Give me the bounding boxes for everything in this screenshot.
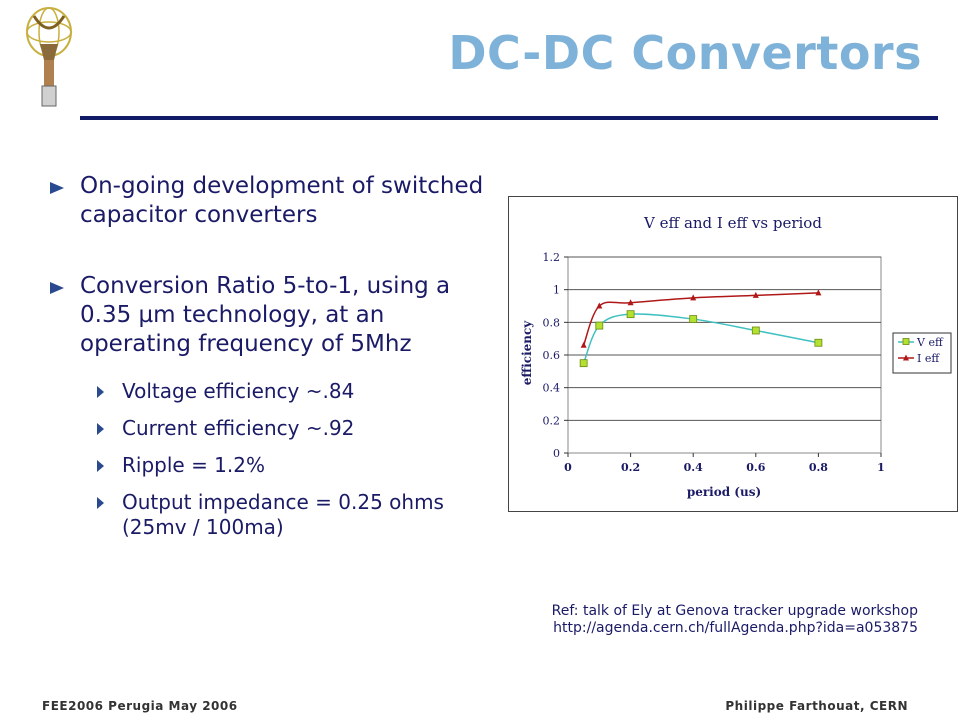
legend-marker	[903, 354, 909, 361]
data-point	[596, 302, 603, 309]
reference-link[interactable]: http://agenda.cern.ch/fullAgenda.php?ida…	[553, 620, 918, 636]
data-point	[595, 321, 604, 330]
bullet-text: Conversion Ratio 5-to-1, using a 0.35 µm…	[80, 273, 451, 357]
x-tick-label: 0.4	[684, 461, 703, 474]
bullet-list: On-going development of switched capacit…	[44, 172, 484, 552]
y-axis-label: efficiency	[520, 320, 534, 386]
legend-marker	[902, 338, 910, 345]
bullet-arrow-icon	[50, 282, 64, 294]
x-tick-label: 1	[877, 461, 885, 474]
sub-bullet-arrow-icon	[97, 423, 104, 435]
chart-frame: V eff and I eff vs period 0 0.2 0.4 0.6 0.8 1…	[508, 196, 958, 512]
sub-bullet-list: Voltage efficiency ~.84 Current efficien…	[44, 379, 484, 540]
sub-bullet-text: Voltage efficiency ~.84	[122, 379, 355, 403]
data-point	[689, 315, 698, 323]
tick-layer: 0 0.2 0.4 0.6 0.8 1 1.2 0 0.2 0.4 0.6 0.8 1	[543, 251, 885, 474]
x-tick-label: 0.6	[746, 461, 765, 474]
data-point	[626, 310, 635, 319]
data-point	[815, 289, 822, 296]
grid-layer	[568, 256, 881, 421]
title-rule	[80, 116, 938, 120]
chart-legend: V eff I eff	[892, 332, 952, 374]
y-tick-label: 0	[553, 447, 560, 460]
slide-title: DC-DC Convertors	[448, 26, 922, 80]
x-tick-label: 0	[564, 461, 572, 474]
atlas-logo	[26, 7, 72, 107]
reference-text: Ref: talk of Ely at Genova tracker upgra…	[551, 603, 918, 619]
x-axis-label: period (us)	[687, 485, 761, 499]
sub-bullet-item: Voltage efficiency ~.84	[44, 379, 484, 404]
sub-bullet-text: Ripple = 1.2%	[122, 453, 265, 477]
x-tick-label: 0.8	[809, 461, 828, 474]
data-point	[690, 294, 697, 301]
legend-label: V eff	[916, 336, 944, 349]
bullet-arrow-icon	[50, 182, 64, 194]
footer-event: FEE2006 Perugia May 2006	[42, 699, 238, 713]
data-point	[752, 291, 759, 298]
bullet-text: On-going development of switched capacit…	[80, 173, 484, 228]
y-tick-label: 0.6	[543, 349, 561, 362]
y-tick-label: 0.2	[543, 414, 561, 427]
series-layer	[579, 289, 823, 368]
data-point	[580, 341, 587, 348]
sub-bullet-item: Output impedance = 0.25 ohms (25mv / 100…	[44, 490, 484, 540]
sub-bullet-arrow-icon	[97, 386, 104, 398]
footer-author: Philippe Farthouat, CERN	[725, 699, 908, 713]
data-point	[751, 326, 760, 335]
legend-items: V eff I eff	[898, 336, 944, 365]
y-tick-label: 1	[553, 284, 560, 297]
sub-bullet-arrow-icon	[97, 460, 104, 472]
x-tick-label: 0.2	[621, 461, 640, 474]
y-tick-label: 1.2	[543, 251, 561, 264]
bullet-item: Conversion Ratio 5-to-1, using a 0.35 µm…	[44, 272, 484, 359]
sub-bullet-item: Ripple = 1.2%	[44, 453, 484, 478]
legend-label: I eff	[917, 352, 940, 365]
sub-bullet-item: Current efficiency ~.92	[44, 416, 484, 441]
sub-bullet-arrow-icon	[97, 497, 104, 509]
reference-note: Ref: talk of Ely at Genova tracker upgra…	[480, 603, 918, 637]
bullet-item: On-going development of switched capacit…	[44, 172, 484, 230]
sub-bullet-text: Output impedance = 0.25 ohms (25mv / 100…	[122, 490, 444, 539]
data-point	[814, 338, 823, 347]
y-tick-label: 0.8	[543, 316, 561, 329]
chart-title: V eff and I eff vs period	[643, 214, 822, 232]
data-point	[579, 359, 588, 368]
data-point	[627, 299, 634, 306]
y-tick-label: 0.4	[543, 382, 561, 395]
chart-svg: V eff and I eff vs period 0 0.2 0.4 0.6 0.8 1…	[520, 214, 952, 499]
sub-bullet-text: Current efficiency ~.92	[122, 416, 355, 440]
efficiency-chart: V eff and I eff vs period 0 0.2 0.4 0.6 0.8 1…	[508, 196, 960, 516]
